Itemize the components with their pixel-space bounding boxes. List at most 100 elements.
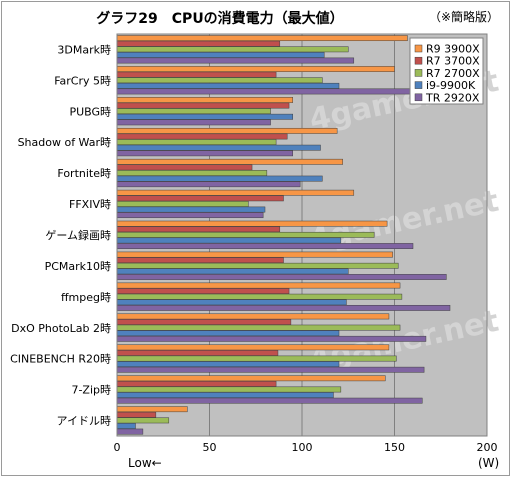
bar bbox=[116, 243, 414, 249]
bar bbox=[116, 133, 288, 140]
bar bbox=[116, 175, 323, 182]
bar bbox=[116, 181, 301, 188]
category-label: Fortnite時 bbox=[57, 167, 111, 180]
legend-label: R9 3900X bbox=[426, 43, 480, 56]
bar bbox=[116, 82, 340, 89]
x-tick-label: 100 bbox=[292, 441, 313, 454]
bar bbox=[116, 251, 393, 258]
legend-swatch bbox=[414, 81, 423, 89]
bar bbox=[116, 88, 414, 95]
bar bbox=[116, 293, 403, 300]
bar bbox=[116, 282, 401, 289]
bar bbox=[116, 226, 281, 233]
bar bbox=[116, 304, 451, 311]
bar bbox=[116, 212, 264, 219]
bar bbox=[116, 144, 321, 151]
category-label: ゲーム録画時 bbox=[45, 228, 111, 242]
category-label: PUBG時 bbox=[69, 105, 111, 118]
bar bbox=[116, 262, 399, 269]
bar bbox=[116, 366, 425, 373]
x-tick-label: 50 bbox=[203, 441, 217, 454]
category-label: ffmpeg時 bbox=[61, 291, 111, 304]
bar bbox=[116, 102, 290, 109]
bar bbox=[116, 77, 323, 84]
bar bbox=[116, 375, 386, 382]
chart-title: グラフ29 CPUの消費電力（最大値） bbox=[96, 11, 344, 27]
bar bbox=[116, 150, 293, 157]
bar bbox=[116, 231, 375, 238]
bar bbox=[116, 119, 271, 126]
bar bbox=[116, 380, 277, 387]
legend-swatch bbox=[414, 93, 423, 102]
bar bbox=[116, 139, 277, 145]
bar bbox=[116, 324, 401, 331]
x-tick-label: 150 bbox=[384, 441, 405, 454]
category-label: FFXIV時 bbox=[69, 198, 111, 211]
bar bbox=[116, 46, 349, 53]
legend-swatch bbox=[414, 69, 423, 77]
legend-swatch bbox=[414, 44, 423, 53]
bar bbox=[116, 66, 395, 72]
category-label: アイドル時 bbox=[57, 415, 111, 428]
bar bbox=[116, 52, 325, 58]
bar bbox=[116, 257, 284, 264]
legend-label: R7 3700X bbox=[426, 55, 480, 68]
bar bbox=[116, 113, 293, 120]
category-label: CINEBENCH R20時 bbox=[10, 353, 111, 366]
x-tick-label: 0 bbox=[114, 441, 121, 454]
chart-note: （※簡略版） bbox=[428, 10, 499, 24]
bar bbox=[116, 288, 290, 294]
legend-label: TR 2920X bbox=[425, 91, 480, 104]
bar bbox=[116, 127, 338, 134]
x-axis-note: Low← bbox=[128, 456, 162, 470]
bar bbox=[116, 392, 334, 398]
bar bbox=[116, 313, 390, 320]
bar bbox=[116, 170, 268, 176]
bar bbox=[116, 40, 281, 47]
bar bbox=[116, 350, 279, 356]
category-label: FarCry 5時 bbox=[54, 74, 111, 87]
bar bbox=[116, 411, 157, 418]
bar bbox=[116, 164, 253, 171]
category-labels: 3DMark時 FarCry 5時 PUBG時 Shadow of War時 Fortn… bbox=[10, 43, 111, 427]
bar bbox=[116, 319, 292, 325]
category-label: DxO PhotoLab 2時 bbox=[11, 322, 111, 335]
bar bbox=[116, 158, 343, 165]
bar bbox=[116, 330, 340, 337]
bar bbox=[116, 299, 347, 306]
bar bbox=[116, 335, 427, 342]
legend-label: R7 2700X bbox=[426, 67, 480, 80]
bar bbox=[116, 423, 136, 429]
legend-swatch bbox=[414, 56, 423, 65]
bar bbox=[116, 220, 388, 227]
x-tick-label: 200 bbox=[477, 441, 498, 454]
bar bbox=[116, 57, 355, 64]
bar bbox=[116, 108, 271, 115]
bar bbox=[116, 206, 266, 213]
bar bbox=[116, 428, 144, 435]
bar bbox=[116, 355, 397, 362]
bar bbox=[116, 195, 284, 202]
category-label: PCMark10時 bbox=[45, 260, 111, 273]
bar bbox=[116, 386, 342, 393]
bar bbox=[116, 35, 408, 42]
bar bbox=[116, 71, 277, 78]
bar bbox=[116, 274, 447, 280]
bar bbox=[116, 268, 349, 275]
bar bbox=[116, 406, 188, 413]
bar bbox=[116, 361, 340, 368]
x-axis-unit: (W) bbox=[478, 456, 500, 470]
x-tick-labels: 0 50 100 150 200 bbox=[114, 441, 498, 454]
bar bbox=[116, 97, 293, 103]
bar bbox=[116, 397, 423, 404]
category-label: Shadow of War時 bbox=[18, 136, 111, 149]
legend-label: i9-9900K bbox=[426, 79, 476, 92]
bar bbox=[116, 201, 249, 207]
bar bbox=[116, 417, 170, 424]
bar bbox=[116, 237, 342, 244]
category-label: 3DMark時 bbox=[57, 43, 111, 56]
bar bbox=[116, 344, 390, 351]
bar bbox=[116, 189, 355, 196]
